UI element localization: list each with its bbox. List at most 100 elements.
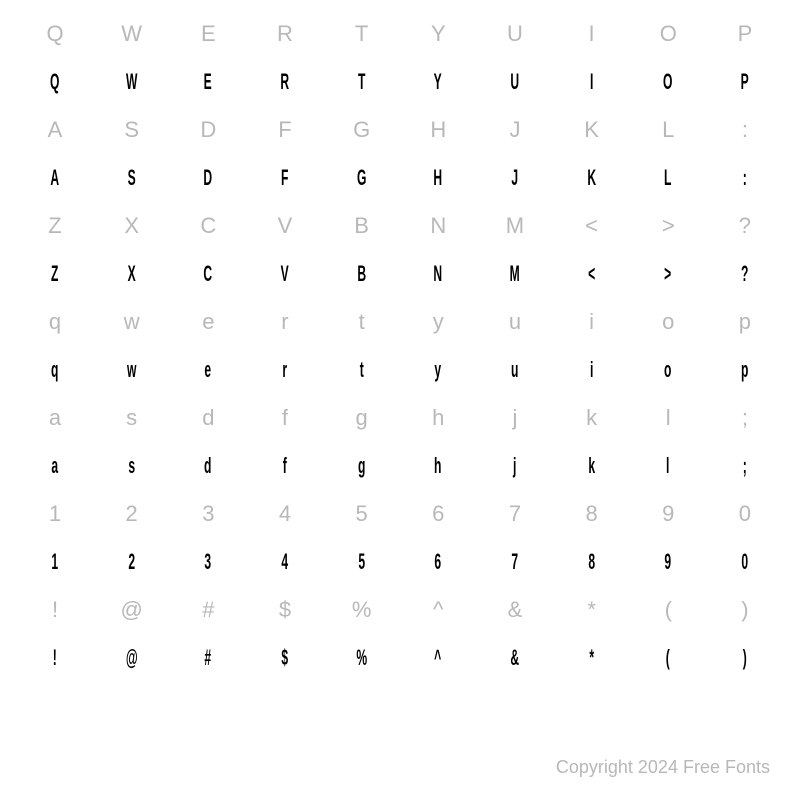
sample-glyph: K: [572, 165, 611, 191]
reference-glyph: r: [250, 309, 320, 335]
sample-glyph: C: [189, 261, 228, 287]
reference-glyph: a: [20, 405, 90, 431]
reference-row: ASDFGHJKL:: [20, 106, 780, 154]
sample-glyph: A: [36, 165, 75, 191]
sample-glyph: q: [36, 357, 75, 383]
reference-glyph: Z: [20, 213, 90, 239]
sample-glyph: l: [649, 453, 688, 479]
reference-glyph: !: [20, 597, 90, 623]
reference-glyph: N: [403, 213, 473, 239]
reference-glyph: 3: [173, 501, 243, 527]
sample-glyph: 9: [649, 549, 688, 575]
sample-row: 1234567890: [20, 538, 780, 586]
sample-glyph: 5: [342, 549, 381, 575]
reference-glyph: t: [327, 309, 397, 335]
sample-glyph: @: [112, 645, 151, 671]
sample-glyph: V: [266, 261, 305, 287]
sample-glyph: Y: [419, 69, 458, 95]
sample-glyph: 6: [419, 549, 458, 575]
sample-glyph: a: [36, 453, 75, 479]
reference-glyph: C: [173, 213, 243, 239]
sample-glyph: k: [572, 453, 611, 479]
reference-glyph: p: [710, 309, 780, 335]
sample-glyph: U: [496, 69, 535, 95]
reference-glyph: 4: [250, 501, 320, 527]
sample-glyph: d: [189, 453, 228, 479]
reference-glyph: G: [327, 117, 397, 143]
sample-row: !@#$%^&*(): [20, 634, 780, 682]
sample-glyph: Z: [36, 261, 75, 287]
sample-glyph: p: [726, 357, 765, 383]
character-map-grid: QWERTYUIOPQWERTYUIOPASDFGHJKL:ASDFGHJKL:…: [0, 0, 800, 682]
reference-glyph: w: [97, 309, 167, 335]
sample-glyph: H: [419, 165, 458, 191]
reference-glyph: ^: [403, 597, 473, 623]
reference-glyph: E: [173, 21, 243, 47]
sample-glyph: g: [342, 453, 381, 479]
sample-glyph: N: [419, 261, 458, 287]
sample-glyph: S: [112, 165, 151, 191]
sample-glyph: Q: [36, 69, 75, 95]
sample-glyph: :: [726, 165, 765, 191]
sample-glyph: #: [189, 645, 228, 671]
reference-glyph: 6: [403, 501, 473, 527]
reference-glyph: R: [250, 21, 320, 47]
reference-glyph: @: [97, 597, 167, 623]
reference-glyph: 5: [327, 501, 397, 527]
sample-glyph: <: [572, 261, 611, 287]
sample-glyph: 2: [112, 549, 151, 575]
sample-glyph: 8: [572, 549, 611, 575]
reference-glyph: g: [327, 405, 397, 431]
reference-glyph: e: [173, 309, 243, 335]
reference-glyph: d: [173, 405, 243, 431]
sample-glyph: u: [496, 357, 535, 383]
reference-glyph: M: [480, 213, 550, 239]
reference-glyph: S: [97, 117, 167, 143]
sample-row: QWERTYUIOP: [20, 58, 780, 106]
sample-row: ASDFGHJKL:: [20, 154, 780, 202]
reference-glyph: j: [480, 405, 550, 431]
sample-glyph: R: [266, 69, 305, 95]
reference-glyph: ): [710, 597, 780, 623]
reference-glyph: T: [327, 21, 397, 47]
sample-glyph: ?: [726, 261, 765, 287]
reference-glyph: i: [557, 309, 627, 335]
sample-glyph: T: [342, 69, 381, 95]
reference-glyph: y: [403, 309, 473, 335]
sample-glyph: ): [726, 645, 765, 671]
reference-glyph: Q: [20, 21, 90, 47]
sample-row: ZXCVBNM<>?: [20, 250, 780, 298]
reference-glyph: ;: [710, 405, 780, 431]
sample-glyph: J: [496, 165, 535, 191]
sample-glyph: s: [112, 453, 151, 479]
reference-glyph: %: [327, 597, 397, 623]
sample-glyph: 4: [266, 549, 305, 575]
reference-glyph: #: [173, 597, 243, 623]
reference-glyph: B: [327, 213, 397, 239]
sample-glyph: ;: [726, 453, 765, 479]
sample-glyph: j: [496, 453, 535, 479]
reference-glyph: X: [97, 213, 167, 239]
copyright-text: Copyright 2024 Free Fonts: [556, 757, 770, 778]
reference-glyph: q: [20, 309, 90, 335]
sample-glyph: 1: [36, 549, 75, 575]
reference-row: !@#$%^&*(): [20, 586, 780, 634]
sample-glyph: y: [419, 357, 458, 383]
sample-glyph: 0: [726, 549, 765, 575]
reference-glyph: 9: [633, 501, 703, 527]
reference-glyph: h: [403, 405, 473, 431]
reference-glyph: l: [633, 405, 703, 431]
reference-glyph: P: [710, 21, 780, 47]
sample-row: qwertyuiop: [20, 346, 780, 394]
reference-glyph: H: [403, 117, 473, 143]
reference-glyph: s: [97, 405, 167, 431]
sample-glyph: L: [649, 165, 688, 191]
sample-glyph: h: [419, 453, 458, 479]
sample-glyph: i: [572, 357, 611, 383]
reference-row: ZXCVBNM<>?: [20, 202, 780, 250]
reference-glyph: D: [173, 117, 243, 143]
reference-glyph: 7: [480, 501, 550, 527]
reference-glyph: :: [710, 117, 780, 143]
sample-glyph: *: [572, 645, 611, 671]
reference-glyph: ?: [710, 213, 780, 239]
